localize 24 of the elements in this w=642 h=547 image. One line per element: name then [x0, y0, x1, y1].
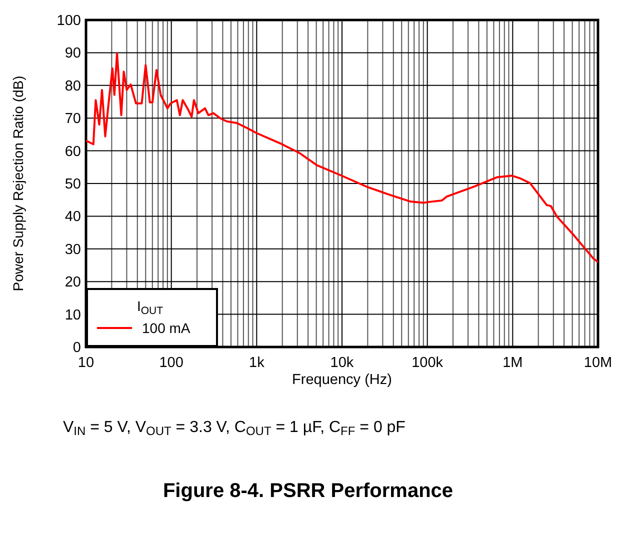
x-tick-label: 10k [330, 355, 354, 371]
text: Figure 8-4. PSRR Performance [162, 480, 454, 502]
x-tick-label: 10M [584, 355, 612, 371]
x-tick-label: 100k [412, 355, 444, 371]
y-tick-label: 10 [64, 307, 81, 324]
y-tick-label: 0 [72, 340, 81, 356]
y-tick-label: 60 [64, 144, 81, 160]
x-tick-label: 10 [78, 355, 94, 371]
x-axis-title: Frequency (Hz) [292, 372, 392, 388]
y-tick-label: 90 [64, 46, 81, 62]
x-tick-label: 1M [502, 355, 523, 371]
x-tick-label: 1k [249, 355, 266, 371]
y-tick-label: 70 [64, 111, 81, 128]
legend-label: 100 mA [142, 320, 191, 336]
legend-title: I$_{OUT}$ [136, 298, 164, 317]
y-tick-label: 40 [64, 209, 81, 226]
y-tick-label: 30 [64, 242, 81, 258]
y-tick-label: 80 [64, 78, 81, 94]
y-tick-label: 100 [56, 13, 81, 29]
text: V$_{IN}$ = 5 V, V$_{OUT}$ = 3.3 V, C$_{OUT}$ = 1 µF, C$_{FF}$ = 0 pF [63, 419, 406, 438]
x-tick-label: 100 [159, 355, 184, 371]
y-tick-label: 20 [64, 274, 81, 291]
y-axis-title: Power Supply Rejection Ratio (dB) [10, 76, 26, 292]
y-tick-label: 50 [64, 176, 81, 192]
